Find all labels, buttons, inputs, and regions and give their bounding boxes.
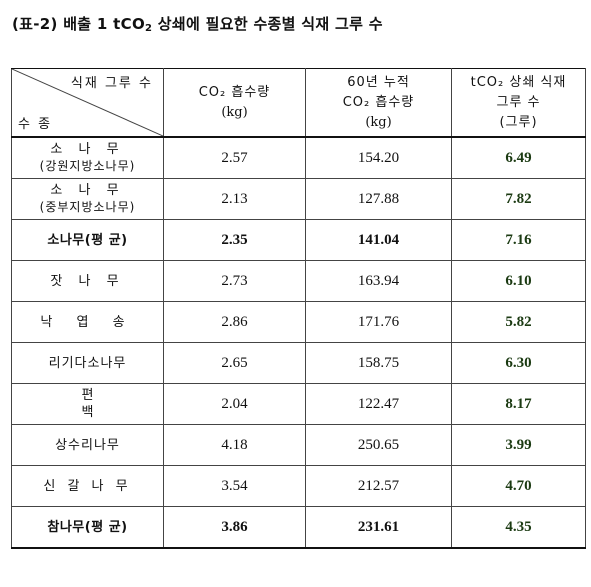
- cumulative-value: 231.61: [305, 506, 452, 549]
- species-cell: 소 나 무 (강원지방소나무): [11, 136, 164, 179]
- species-name-text: 잣 나 무: [50, 273, 125, 289]
- species-cell: 소 나 무 (중부지방소나무): [11, 178, 164, 220]
- header-cumulative: 60년 누적 CO₂ 흡수량 (kg): [305, 68, 452, 138]
- absorb-value: 2.04: [163, 383, 306, 425]
- corner-bottom-label: 수 종: [18, 117, 53, 132]
- trees-value: 6.49: [451, 136, 586, 179]
- absorb-value: 2.86: [163, 301, 306, 343]
- table-row-average: 소나무(평 균) 2.35 141.04 7.16: [11, 219, 586, 261]
- absorb-value: 3.86: [163, 506, 306, 549]
- corner-top-label: 식재 그루 수: [70, 76, 153, 91]
- absorb-value: 2.73: [163, 260, 306, 302]
- header-cumulative-line2: CO₂ 흡수량: [342, 94, 415, 110]
- species-name: 낙 엽 송: [11, 301, 164, 343]
- species-name: 편 백: [11, 383, 164, 425]
- header-trees-line2: 그루 수: [496, 94, 541, 110]
- planting-table: 식재 그루 수 수 종 CO₂ 흡수량 (kg) 60년 누적 CO₂ 흡수량 …: [11, 68, 586, 549]
- species-name: 상수리나무: [11, 424, 164, 466]
- table-row: 상수리나무 4.18 250.65 3.99: [11, 424, 586, 466]
- table-row-average: 참나무(평 균) 3.86 231.61 4.35: [11, 506, 586, 549]
- header-absorb-unit: (kg): [221, 104, 248, 120]
- table-row: 소 나 무 (강원지방소나무) 2.57 154.20 6.49: [11, 136, 586, 179]
- species-subname: (중부지방소나무): [39, 200, 136, 214]
- cumulative-value: 212.57: [305, 465, 452, 507]
- trees-value: 6.30: [451, 342, 586, 384]
- table-row: 리기다소나무 2.65 158.75 6.30: [11, 342, 586, 384]
- species-name: 리기다소나무: [11, 342, 164, 384]
- trees-value: 4.70: [451, 465, 586, 507]
- header-trees-unit: (그루): [499, 114, 538, 130]
- trees-value: 4.35: [451, 506, 586, 549]
- cumulative-value: 127.88: [305, 178, 452, 220]
- table-row: 잣 나 무 2.73 163.94 6.10: [11, 260, 586, 302]
- table-title: (표-2) 배출 1 tCO2 상쇄에 필요한 수종별 식재 그루 수: [12, 13, 383, 34]
- diagonal-line: [12, 69, 163, 136]
- absorb-value: 2.57: [163, 136, 306, 179]
- cumulative-value: 158.75: [305, 342, 452, 384]
- trees-value: 7.82: [451, 178, 586, 220]
- header-absorb-line1: CO₂ 흡수량: [198, 84, 271, 100]
- corner-cell: 식재 그루 수 수 종: [11, 68, 164, 138]
- species-name: 소나무(평 균): [11, 219, 164, 261]
- species-subname: (강원지방소나무): [39, 159, 136, 173]
- cumulative-value: 122.47: [305, 383, 452, 425]
- species-name: 신 갈 나 무: [11, 465, 164, 507]
- species-name: 참나무(평 균): [11, 506, 164, 549]
- cumulative-value: 171.76: [305, 301, 452, 343]
- trees-value: 8.17: [451, 383, 586, 425]
- species-name-text: 편 백: [81, 388, 132, 420]
- table-row: 신 갈 나 무 3.54 212.57 4.70: [11, 465, 586, 507]
- header-row: 식재 그루 수 수 종 CO₂ 흡수량 (kg) 60년 누적 CO₂ 흡수량 …: [11, 68, 586, 138]
- species-name: 소 나 무: [50, 142, 125, 157]
- header-cumulative-unit: (kg): [365, 114, 392, 130]
- species-name: 소 나 무: [50, 183, 125, 198]
- trees-value: 5.82: [451, 301, 586, 343]
- title-prefix: (표-2) 배출 1 tCO: [12, 15, 146, 33]
- absorb-value: 3.54: [163, 465, 306, 507]
- trees-value: 7.16: [451, 219, 586, 261]
- absorb-value: 2.35: [163, 219, 306, 261]
- trees-value: 3.99: [451, 424, 586, 466]
- table-row: 낙 엽 송 2.86 171.76 5.82: [11, 301, 586, 343]
- absorb-value: 2.65: [163, 342, 306, 384]
- header-trees-line1: tCO₂ 상쇄 식재: [470, 74, 567, 90]
- cumulative-value: 163.94: [305, 260, 452, 302]
- species-name-text: 낙 엽 송: [40, 314, 135, 330]
- header-absorb: CO₂ 흡수량 (kg): [163, 68, 306, 138]
- trees-value: 6.10: [451, 260, 586, 302]
- absorb-value: 4.18: [163, 424, 306, 466]
- title-suffix: 상쇄에 필요한 수종별 식재 그루 수: [152, 15, 383, 33]
- table-row: 편 백 2.04 122.47 8.17: [11, 383, 586, 425]
- header-cumulative-line1: 60년 누적: [347, 74, 410, 90]
- title-subscript: 2: [145, 23, 153, 34]
- absorb-value: 2.13: [163, 178, 306, 220]
- cumulative-value: 250.65: [305, 424, 452, 466]
- cumulative-value: 141.04: [305, 219, 452, 261]
- cumulative-value: 154.20: [305, 136, 452, 179]
- header-trees: tCO₂ 상쇄 식재 그루 수 (그루): [451, 68, 586, 138]
- species-name-text: 신 갈 나 무: [43, 478, 132, 494]
- species-name: 잣 나 무: [11, 260, 164, 302]
- table-row: 소 나 무 (중부지방소나무) 2.13 127.88 7.82: [11, 178, 586, 220]
